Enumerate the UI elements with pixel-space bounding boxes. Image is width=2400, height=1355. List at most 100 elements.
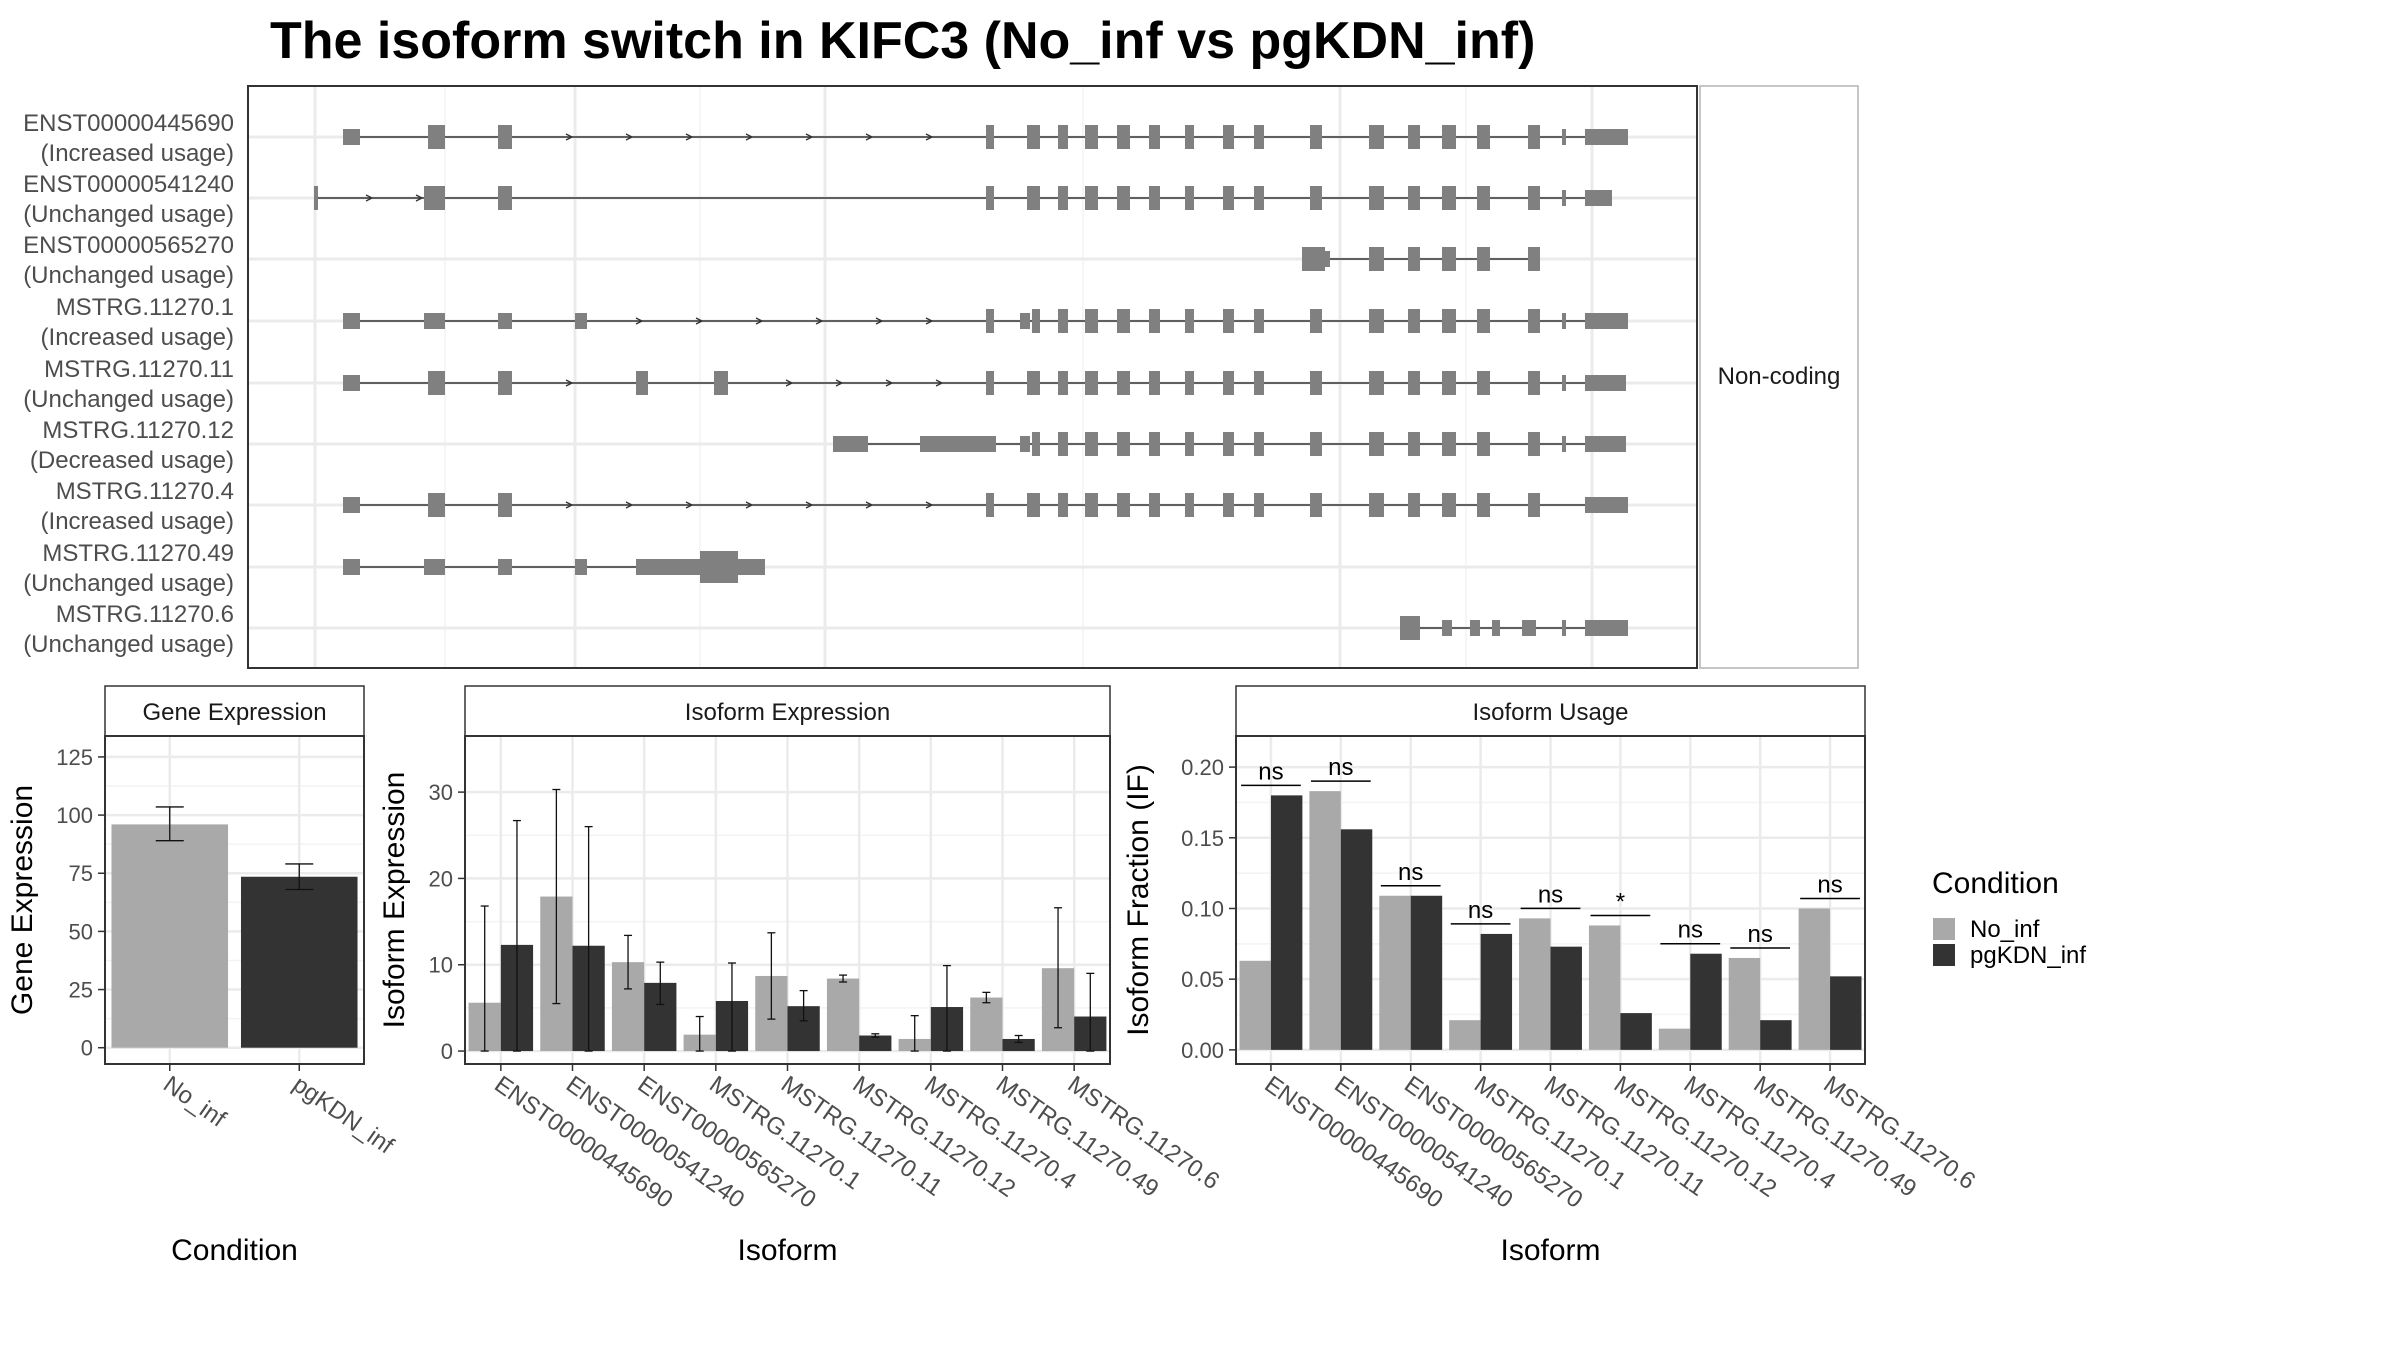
- exon: [498, 559, 512, 575]
- exon: [636, 559, 700, 575]
- exon: [1149, 493, 1160, 517]
- exon: [1442, 186, 1456, 210]
- y-tick-label: 25: [69, 978, 93, 1003]
- isoform-status-label: (Increased usage): [41, 140, 234, 167]
- exon: [1408, 247, 1420, 271]
- y-tick-label: 30: [429, 780, 453, 805]
- strand-arrow: [625, 133, 634, 141]
- exon: [636, 371, 648, 395]
- exon: [920, 436, 996, 452]
- isoform-id-label: MSTRG.11270.1: [56, 294, 234, 321]
- exon: [1149, 186, 1160, 210]
- isoform-status-label: (Decreased usage): [30, 447, 234, 474]
- bar: [1340, 829, 1373, 1050]
- exon: [1585, 620, 1628, 636]
- strand-arrow: [635, 317, 644, 325]
- exon: [1442, 247, 1456, 271]
- exon: [1254, 371, 1264, 395]
- exon: [428, 371, 445, 395]
- bar: [826, 978, 860, 1052]
- structure-strip-box: [1699, 85, 1859, 669]
- exon: [1027, 186, 1040, 210]
- strand-arrow: [695, 317, 704, 325]
- bar: [1588, 925, 1621, 1050]
- exon: [1562, 129, 1566, 145]
- exon: [1117, 493, 1130, 517]
- strand-arrow: [865, 501, 874, 509]
- bar: [240, 876, 358, 1048]
- exon: [1528, 309, 1540, 333]
- exon: [1477, 125, 1490, 149]
- exon: [1528, 371, 1540, 395]
- strand-arrow: [415, 194, 424, 202]
- exon: [1477, 247, 1490, 271]
- exon: [343, 129, 360, 145]
- exon: [343, 375, 360, 391]
- exon: [1117, 186, 1130, 210]
- significance-label: ns: [1328, 754, 1353, 781]
- bar: [1410, 895, 1443, 1050]
- isoform-id-label: MSTRG.11270.49: [42, 540, 234, 567]
- panel-strip: [104, 685, 365, 737]
- bar: [1239, 960, 1271, 1050]
- exon: [1408, 309, 1420, 333]
- bar: [1550, 946, 1582, 1050]
- y-tick-label: 0: [441, 1039, 453, 1064]
- panel-strip: [1235, 685, 1866, 737]
- exon: [1325, 251, 1330, 267]
- exon: [1185, 493, 1194, 517]
- exon: [1032, 432, 1040, 456]
- exon: [1442, 432, 1456, 456]
- exon: [1032, 309, 1040, 333]
- exon: [1185, 432, 1194, 456]
- bar: [1760, 1020, 1792, 1050]
- transcript-structure-panel: Non-coding ENST00000445690 (Increased usag…: [23, 85, 1859, 669]
- exon: [1254, 493, 1264, 517]
- exon: [1310, 125, 1322, 149]
- significance-label: ns: [1258, 758, 1283, 785]
- exon: [1492, 620, 1500, 636]
- plot-border: [464, 735, 1111, 1065]
- exon: [498, 371, 512, 395]
- isoform-expression-panel: Isoform Expression0102030ENST00000445690…: [378, 685, 1224, 1267]
- isoform-id-label: MSTRG.11270.12: [42, 417, 234, 444]
- legend-label-pgkdn-inf: pgKDN_inf: [1970, 942, 2086, 969]
- exon: [498, 125, 512, 149]
- exon: [1020, 436, 1030, 452]
- bar: [1309, 791, 1341, 1050]
- exon: [1585, 190, 1612, 206]
- y-axis-title: Gene Expression: [6, 785, 39, 1015]
- exon: [1149, 125, 1160, 149]
- exon: [343, 497, 360, 513]
- isoform-id-label: MSTRG.11270.6: [56, 601, 234, 628]
- exon: [1477, 186, 1490, 210]
- y-axis-title: Isoform Expression: [378, 772, 411, 1029]
- bar: [1379, 895, 1411, 1050]
- legend-swatch-no-inf: [1933, 918, 1955, 940]
- exon: [1149, 371, 1160, 395]
- bar: [1519, 918, 1551, 1050]
- strand-arrow: [885, 379, 894, 387]
- gene-expression-panel: Gene Expression 0 25 50 75 100 125 No_inf pgKDN_…: [6, 685, 399, 1267]
- exon: [1223, 125, 1234, 149]
- strand-arrow: [565, 501, 574, 509]
- x-tick-label: No_inf: [158, 1071, 231, 1133]
- exon: [1408, 432, 1420, 456]
- exon: [1185, 186, 1194, 210]
- exon: [1477, 371, 1490, 395]
- exon: [1058, 432, 1068, 456]
- exon: [714, 371, 728, 395]
- exon: [1408, 493, 1420, 517]
- exon: [1369, 432, 1384, 456]
- exon: [1369, 371, 1384, 395]
- isoform-id-label: ENST00000541240: [23, 171, 234, 198]
- panel-title: Gene Expression: [142, 699, 326, 726]
- exon: [1562, 190, 1566, 206]
- exon: [1562, 436, 1566, 452]
- y-tick-label: 0.15: [1181, 826, 1224, 851]
- exon: [575, 313, 587, 329]
- exon: [1185, 371, 1194, 395]
- exon: [986, 371, 994, 395]
- isoform-usage-panel: Isoform Usage 0.00 0.05 0.10 0.15 0.20 ns ns ns n…: [1122, 685, 1980, 1267]
